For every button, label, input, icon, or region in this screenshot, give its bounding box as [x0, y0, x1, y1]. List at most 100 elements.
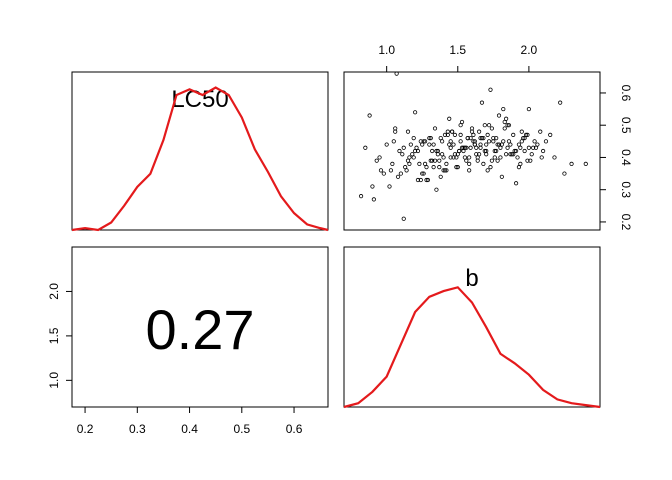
- scatter-point: [367, 113, 372, 118]
- scatter-point: [449, 129, 455, 134]
- scatter-point: [363, 145, 368, 150]
- scatter-point: [509, 152, 514, 157]
- panel-b-diagonal: [343, 246, 601, 408]
- scatter-point: [457, 148, 462, 154]
- scatter-point: [425, 177, 431, 183]
- tick-label-right-lc50: 0.4: [619, 149, 633, 166]
- scatter-point: [486, 123, 492, 128]
- scatter-point: [445, 129, 450, 134]
- scatter-point: [413, 148, 418, 154]
- scatter-point: [506, 139, 512, 144]
- scatter-point: [508, 152, 513, 157]
- scatter-point: [431, 142, 436, 147]
- scatter-point: [516, 142, 522, 147]
- scatter-point: [474, 145, 479, 150]
- scatter-point: [478, 142, 483, 147]
- tick-label-right-lc50: 0.6: [619, 85, 633, 102]
- scatter-point: [442, 168, 448, 173]
- scatter-point: [583, 161, 588, 166]
- scatter-point: [498, 145, 503, 150]
- scatter-point: [448, 139, 453, 144]
- scatter-point: [417, 161, 422, 166]
- scatter-point: [421, 139, 426, 144]
- scatter-point: [481, 136, 486, 141]
- scatter-point: [458, 139, 463, 144]
- scatter-point: [532, 139, 537, 144]
- scatter-point: [505, 145, 510, 150]
- scatter-point: [377, 155, 382, 160]
- scatter-point: [413, 110, 418, 115]
- panel-lc50-diagonal: [71, 71, 329, 231]
- scatter-point: [390, 161, 395, 166]
- scatter-point: [482, 123, 487, 128]
- scatter-point: [422, 161, 428, 166]
- scatter-point: [378, 168, 384, 173]
- scatter-point: [538, 129, 543, 134]
- scatter-point: [513, 181, 519, 186]
- scatter-point: [506, 123, 512, 128]
- scatter-point: [484, 152, 489, 157]
- scatter-point: [441, 155, 446, 160]
- scatter-point: [489, 126, 495, 131]
- scatter-point: [401, 216, 406, 221]
- scatter-point: [492, 155, 497, 160]
- scatter-point: [442, 132, 448, 137]
- scatter-point: [499, 174, 504, 179]
- scatter-point: [535, 142, 540, 147]
- scatter-point: [374, 158, 379, 163]
- scatter-point: [438, 174, 443, 179]
- scatter-point: [398, 171, 403, 176]
- scatter-point: [477, 152, 482, 157]
- scatter-point: [519, 129, 524, 134]
- scatter-point: [485, 168, 490, 173]
- scatter-point: [420, 171, 425, 176]
- scatter-point: [484, 142, 489, 147]
- tick-label-left-b: 1.0: [47, 372, 61, 389]
- scatter-point: [430, 148, 435, 154]
- tick-label-bottom-lc50: 0.5: [233, 422, 250, 436]
- scatter-point: [518, 161, 523, 166]
- scatter-point: [408, 142, 413, 147]
- scatter-point: [472, 139, 477, 144]
- scatter-point: [479, 100, 485, 105]
- scatter-point: [461, 148, 466, 154]
- scatter-point: [400, 152, 405, 157]
- scatter-point: [444, 161, 449, 166]
- scatter-point: [478, 136, 483, 141]
- scatter-point: [562, 171, 567, 176]
- scatter-point: [471, 132, 476, 137]
- scatter-point: [569, 161, 574, 166]
- scatter-point: [437, 165, 442, 170]
- scatter-point: [501, 106, 506, 112]
- scatter-point: [418, 177, 423, 183]
- scatter-point: [447, 116, 452, 121]
- scatter-point: [474, 152, 479, 157]
- tick-label-bottom-lc50: 0.3: [129, 422, 146, 436]
- scatter-point: [418, 139, 423, 144]
- tick-label-top-b: 1.5: [449, 43, 466, 57]
- scatter-point: [407, 155, 412, 160]
- scatter-point: [391, 139, 396, 144]
- scatter-point: [504, 152, 509, 157]
- scatter-point: [411, 155, 416, 160]
- scatter-point: [370, 184, 375, 189]
- scatter-point: [525, 158, 530, 163]
- scatter-point: [464, 158, 469, 163]
- scatter-point: [441, 168, 446, 173]
- scatter-point: [428, 158, 433, 163]
- scatter-point: [467, 161, 472, 166]
- scatter-point: [481, 161, 486, 166]
- scatter-point: [458, 132, 463, 137]
- chart-axes: 1.0 1.5 2.0 0.2 0.3 0.4 0.5 0.6 1.0 1.5 2.0 0.2 0.3 0…: [47, 43, 633, 436]
- scatter-point: [437, 158, 442, 163]
- scatter-point: [548, 132, 553, 137]
- scatter-point: [519, 139, 524, 144]
- scatter-point: [526, 106, 531, 112]
- correlation-value: 0.27: [146, 298, 255, 361]
- scatter-point: [422, 139, 428, 144]
- scatter-point: [415, 177, 421, 183]
- scatter-point: [531, 145, 536, 150]
- tick-label-top-b: 1.0: [378, 43, 395, 57]
- scatter-point: [421, 171, 426, 176]
- scatter-point: [434, 148, 439, 154]
